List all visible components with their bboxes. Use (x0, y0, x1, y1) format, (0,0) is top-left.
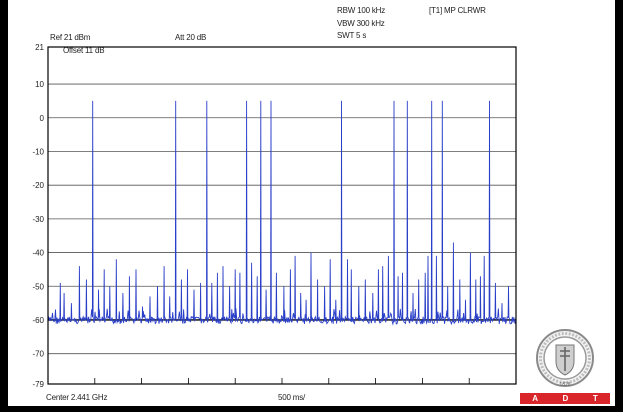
center-frequency-label: Center 2.441 GHz (46, 393, 108, 402)
y-tick-label: 21 (35, 43, 44, 52)
grid-lines (48, 46, 516, 385)
vbw-label: VBW 300 kHz (337, 19, 385, 28)
adt-letter-a: A (532, 394, 539, 403)
ref-level-label: Ref 21 dBm (50, 33, 91, 42)
swt-label: SWT 5 s (337, 31, 367, 40)
y-tick-label: -60 (32, 316, 44, 325)
y-tick-label: -79 (32, 380, 44, 389)
x-tick-marks (47, 378, 517, 384)
offset-label: Offset 11 dB (63, 46, 105, 55)
y-tick-label: -30 (32, 215, 44, 224)
y-tick-label: -40 (32, 249, 44, 258)
adt-letter-d: D (562, 394, 569, 403)
spectrum-plot: 21 10 0 -10 -20 -30 -40 -50 -60 -70 -79 (32, 43, 517, 389)
y-tick-labels: 21 10 0 -10 -20 -30 -40 -50 -60 -70 -79 (32, 43, 44, 389)
bureau-veritas-seal-icon: 1828 (536, 329, 594, 388)
analyzer-plot-frame: Ref 21 dBm Att 20 dB RBW 100 kHz VBW 300… (8, 0, 615, 406)
seal-year: 1828 (559, 382, 570, 388)
lab-logo: 1828 A D T (520, 325, 610, 405)
sweep-time-per-div-label: 500 ms/ (278, 393, 306, 402)
y-tick-label: -10 (32, 147, 44, 156)
trace-mode-label: [T1] MP CLRWR (429, 6, 486, 15)
adt-letter-t: T (592, 394, 598, 403)
attenuation-label: Att 20 dB (175, 33, 207, 42)
y-tick-label: -50 (32, 282, 44, 291)
rbw-label: RBW 100 kHz (337, 6, 386, 15)
spectrum-trace (47, 100, 517, 326)
plot-border (47, 46, 517, 385)
y-tick-label: 10 (35, 80, 44, 89)
y-tick-label: 0 (40, 114, 45, 123)
y-tick-label: -70 (32, 350, 44, 359)
y-tick-label: -20 (32, 181, 44, 190)
adt-banner: A D T (520, 393, 610, 404)
